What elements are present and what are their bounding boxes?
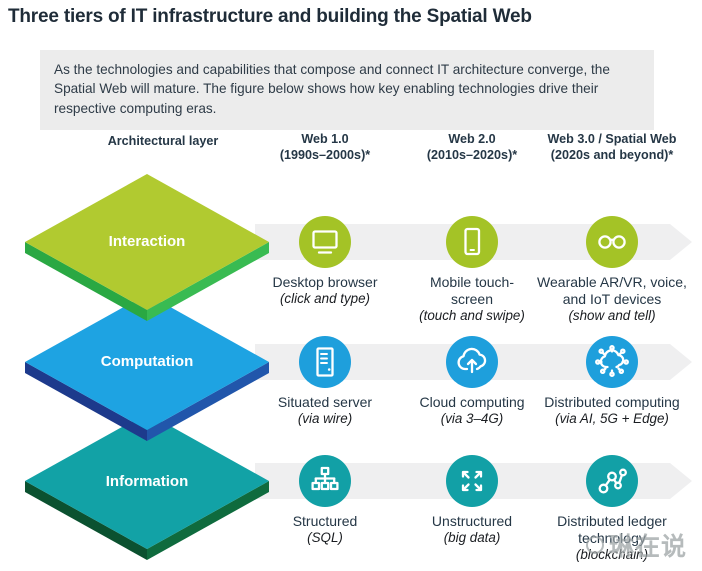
- smartphone-icon: [446, 216, 498, 268]
- page-title: Three tiers of IT infrastructure and bui…: [8, 6, 532, 27]
- server-icon: [299, 336, 351, 388]
- column-header-web3: Web 3.0 / Spatial Web (2020s and beyond)…: [522, 131, 702, 164]
- cell-sublabel: (via AI, 5G + Edge): [555, 411, 669, 427]
- cell-label: Wearable AR/VR, voice, and IoT devices: [537, 274, 687, 308]
- computation-layer-diamond: [25, 294, 269, 441]
- column-header-web3-title: Web 3.0 / Spatial Web: [547, 132, 677, 146]
- cell-label: Situated server: [277, 394, 373, 410]
- cell-information-web2: Unstructured (big data): [397, 455, 547, 547]
- layer-label-interaction: Interaction: [108, 233, 186, 250]
- cell-label: Distributed computing: [544, 394, 680, 410]
- column-header-web2-era: (2010s–2020s)*: [426, 148, 518, 163]
- layer-label-information: Information: [105, 473, 189, 490]
- cell-information-web3: Distributed ledger technology (blockchai…: [519, 455, 702, 564]
- cell-sublabel: (SQL): [307, 530, 343, 546]
- cell-information-web1: Structured (SQL): [250, 455, 400, 547]
- network-nodes-icon: [586, 455, 638, 507]
- cell-interaction-web3: Wearable AR/VR, voice, and IoT devices (…: [519, 216, 702, 325]
- cell-interaction-web2: Mobile touch- screen (touch and swipe): [397, 216, 547, 325]
- layer-label-computation: Computation: [100, 353, 194, 370]
- cell-sublabel: (click and type): [279, 291, 371, 307]
- information-layer-diamond: [25, 413, 269, 560]
- cell-sublabel: (via 3–4G): [440, 411, 504, 427]
- cell-sublabel: (via wire): [297, 411, 353, 427]
- cloud-upload-icon: [446, 336, 498, 388]
- cell-computation-web3: Distributed computing (via AI, 5G + Edge…: [519, 336, 702, 428]
- watermark-text: 琳在说: [609, 533, 688, 561]
- cell-sublabel: (big data): [443, 530, 501, 546]
- glasses-icon: [586, 216, 638, 268]
- cell-sublabel: (show and tell): [568, 308, 656, 324]
- column-header-web1-title: Web 1.0: [301, 132, 349, 146]
- column-header-web1-era: (1990s–2000s)*: [279, 148, 371, 163]
- column-header-web1: Web 1.0 (1990s–2000s)*: [255, 131, 395, 164]
- cell-computation-web1: Situated server (via wire): [250, 336, 400, 428]
- column-header-web2: Web 2.0 (2010s–2020s)*: [402, 131, 542, 164]
- cell-label: Mobile touch- screen: [429, 274, 515, 308]
- watermark-logo-icon: [586, 536, 604, 554]
- expand-arrows-icon: [446, 455, 498, 507]
- column-header-architectural-layer: Architectural layer: [107, 134, 219, 148]
- cell-label: Structured: [292, 513, 358, 529]
- intro-text: As the technologies and capabilities tha…: [40, 50, 654, 130]
- cell-interaction-web1: Desktop browser (click and type): [250, 216, 400, 308]
- column-header-web3-era: (2020s and beyond)*: [550, 148, 674, 163]
- cell-sublabel: (touch and swipe): [419, 308, 525, 324]
- column-header-web2-title: Web 2.0: [448, 132, 496, 146]
- cell-label: Desktop browser: [272, 274, 378, 290]
- cell-computation-web2: Cloud computing (via 3–4G): [397, 336, 547, 428]
- distributed-cloud-icon: [586, 336, 638, 388]
- cell-label: Unstructured: [431, 513, 513, 529]
- cell-label: Cloud computing: [419, 394, 525, 410]
- interaction-layer-diamond: [25, 174, 269, 321]
- desktop-icon: [299, 216, 351, 268]
- sitemap-icon: [299, 455, 351, 507]
- watermark: 琳在说: [586, 527, 687, 563]
